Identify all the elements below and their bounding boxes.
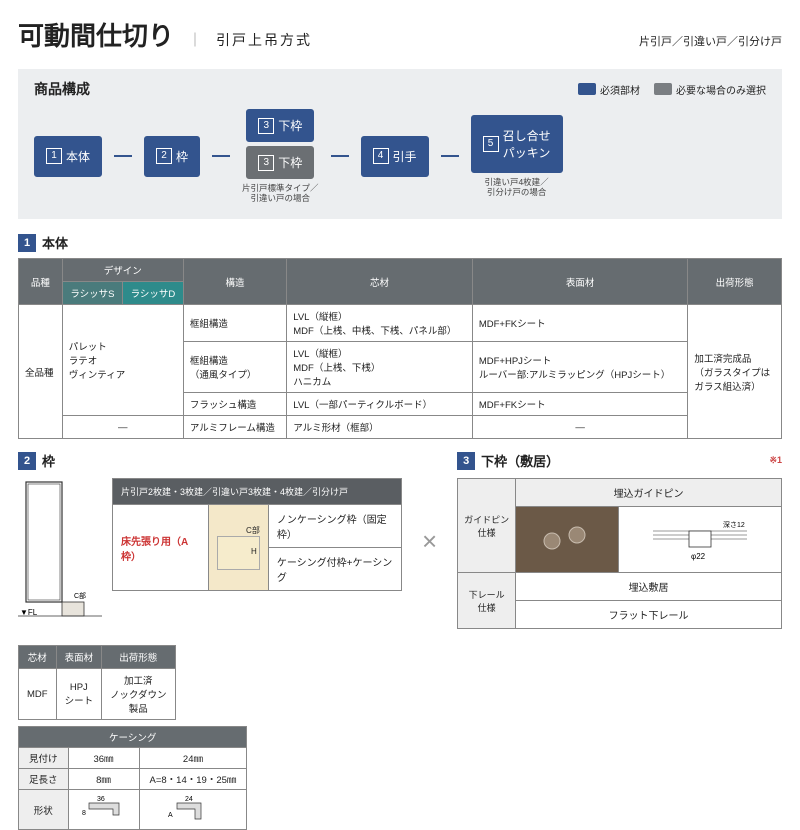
legend-swatch-required [578,83,596,95]
frame-figure: ▼FL C部 [18,478,102,631]
flow-node-3-group: 3下枠 3下枠 片引戸標準タイプ／ 引違い戸の場合 [242,109,319,203]
svg-text:φ22: φ22 [691,552,706,561]
page-header: 可動間仕切り ｜ 引戸上吊方式 片引戸／引違い戸／引分け戸 [0,0,800,61]
flow-node-5-note: 引違い戸4枚建／ 引分け戸の場合 [484,177,548,197]
composition-panel: 商品構成 必須部材 必要な場合のみ選択 1本体 2枠 3下枠 3下枠 片引戸標準… [18,69,782,219]
legend: 必須部材 必要な場合のみ選択 [578,82,766,97]
legend-swatch-optional [654,83,672,95]
section-1-label: 1本体 [18,233,782,252]
flow-node-2: 2枠 [144,136,200,177]
guide-pin-diagram: φ22 深さ12 [619,507,782,573]
composition-title: 商品構成 [34,79,90,99]
title-divider: ｜ [188,30,202,50]
svg-text:8: 8 [82,810,86,817]
body-material-table: 品種 デザイン 構造 芯材 表面材 出荷形態 ラシッサS ラシッサD 全品種 パ… [18,258,782,439]
flow-node-3-note: 片引戸標準タイプ／ 引違い戸の場合 [242,183,319,203]
casing-table: ケーシング 見付け36㎜24㎜ 足長さ8㎜A=8・14・19・25㎜ 形状 36… [18,726,247,830]
svg-text:C部: C部 [74,591,86,600]
page-title: 可動間仕切り [18,16,174,53]
flow-node-1: 1本体 [34,136,102,177]
sill-table: ガイドピン 仕様 埋込ガイドピン φ22 深さ12 [457,478,782,629]
svg-text:A: A [168,812,173,819]
frame-table: 片引戸2枚建・3枚建／引違い戸3枚建・4枚建／引分け戸 床先張り用（A枠） C部… [112,478,402,591]
material-table: 芯材表面材出荷形態 MDFHPJ シート加工済 ノックダウン 製品 [18,645,176,720]
guide-pin-photo [516,507,619,573]
flow-node-5-group: 5召し合せ パッキン 引違い戸4枚建／ 引分け戸の場合 [471,115,563,197]
svg-text:深さ12: 深さ12 [723,520,745,529]
legend-required: 必須部材 [600,82,640,97]
section-3: 3下枠（敷居）※1 ガイドピン 仕様 埋込ガイドピン φ22 深さ [457,451,782,629]
header-left: 可動間仕切り ｜ 引戸上吊方式 [18,16,312,53]
legend-optional: 必要な場合のみ選択 [676,82,766,97]
section-2: 2枠 ▼FL C部 片引戸2枚建・3枚建／引違い戸3枚建・4枚建／引分け戸 床先… [18,451,402,631]
page-subtitle: 引戸上吊方式 [216,30,312,50]
flow-node-4: 4引手 [361,136,429,177]
page-variants: 片引戸／引違い戸／引分け戸 [639,33,782,49]
flow-diagram: 1本体 2枠 3下枠 3下枠 片引戸標準タイプ／ 引違い戸の場合 4引手 5召し… [34,109,766,203]
cross-icon: × [420,526,439,557]
